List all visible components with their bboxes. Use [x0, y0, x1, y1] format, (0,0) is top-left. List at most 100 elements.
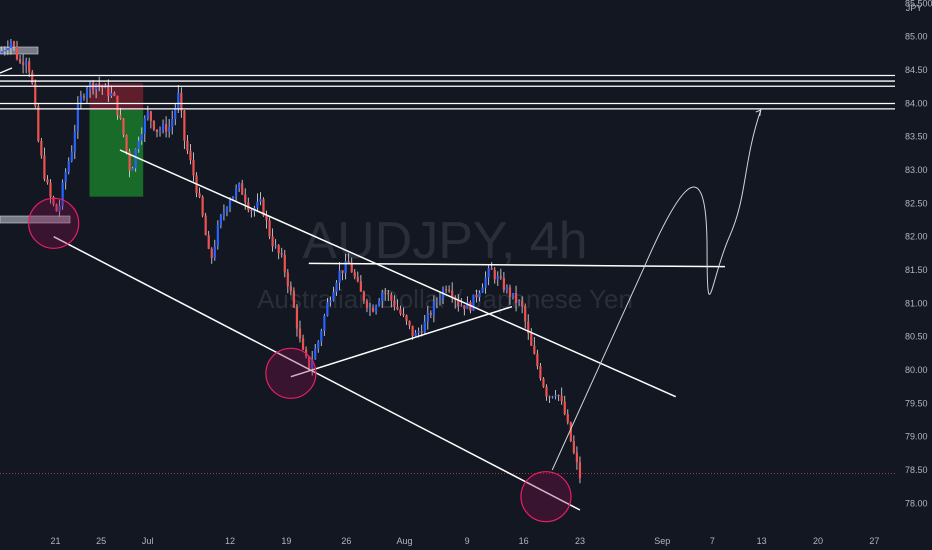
- time-tick-label: 16: [519, 536, 529, 546]
- highlight-circle[interactable]: [520, 471, 572, 523]
- candle-down: [457, 300, 460, 307]
- candle-down: [572, 441, 575, 453]
- candle-down: [347, 261, 350, 263]
- candle-down: [365, 301, 369, 308]
- price-tick-label: 85.500: [905, 0, 932, 8]
- range-label-box: [0, 46, 39, 55]
- candle-up: [67, 161, 70, 173]
- candle-down: [280, 253, 283, 255]
- candle-down: [493, 269, 496, 280]
- candle-down: [301, 338, 305, 350]
- candle-down: [46, 179, 49, 183]
- candle-up: [140, 133, 143, 141]
- highlight-circle[interactable]: [28, 197, 80, 249]
- projection-arrowhead: [755, 109, 762, 117]
- projection-path[interactable]: [551, 109, 762, 471]
- watermark-title: AUDJPY, 4h: [302, 212, 587, 270]
- price-tick-label: 80.00: [905, 365, 928, 375]
- candle-up: [256, 201, 259, 208]
- candle-up: [225, 207, 229, 213]
- candle-down: [295, 307, 299, 329]
- candle-up: [177, 92, 180, 109]
- triangle-top-line[interactable]: [308, 262, 725, 268]
- candle-down: [107, 85, 110, 96]
- channel-upper-line[interactable]: [119, 149, 677, 398]
- candle-down: [31, 72, 34, 84]
- candle-down: [241, 183, 244, 195]
- price-tick-label: 82.00: [905, 232, 928, 242]
- candle-down: [384, 292, 387, 294]
- candle-down: [198, 193, 201, 197]
- triangle-bottom-line[interactable]: [290, 305, 513, 378]
- range-label-box: [0, 215, 71, 224]
- time-tick-label: 21: [50, 536, 60, 546]
- candle-down: [165, 124, 168, 132]
- candle-down: [393, 300, 396, 307]
- candle-down: [545, 386, 548, 397]
- candle-up: [417, 331, 420, 333]
- candlestick-series: [0, 38, 582, 484]
- candle-up: [137, 140, 140, 150]
- long-position-tool[interactable]: [0, 46, 144, 224]
- candle-down: [40, 141, 43, 156]
- candle-up: [368, 307, 372, 309]
- candle-down: [52, 196, 55, 205]
- candle-down: [128, 151, 131, 171]
- candle-down: [399, 309, 402, 314]
- candle-down: [18, 59, 22, 63]
- price-tick-label: 85.00: [905, 32, 928, 42]
- candle-down: [21, 62, 25, 65]
- channel-lower-line[interactable]: [53, 236, 581, 511]
- candle-up: [423, 321, 426, 333]
- candle-down: [508, 287, 512, 297]
- trend-drawings[interactable]: [0, 67, 762, 523]
- candle-down: [210, 248, 213, 259]
- candle-up: [222, 212, 226, 216]
- candle-down: [499, 276, 502, 278]
- candle-down: [119, 115, 122, 119]
- candle-down: [420, 331, 423, 333]
- candle-up: [131, 168, 134, 171]
- time-tick-label: 26: [341, 536, 351, 546]
- candle-up: [228, 200, 232, 208]
- candle-down: [152, 120, 156, 130]
- candle-down: [201, 196, 204, 216]
- candle-up: [460, 305, 463, 307]
- candle-down: [207, 235, 210, 249]
- candle-down: [548, 396, 551, 398]
- candle-up: [231, 196, 235, 201]
- candle-down: [362, 291, 366, 302]
- candle-up: [320, 330, 323, 342]
- candle-up: [174, 108, 177, 120]
- candle-up: [323, 315, 326, 331]
- candle-up: [0, 51, 3, 54]
- candle-up: [314, 348, 317, 360]
- candle-down: [268, 220, 271, 237]
- candle-down: [289, 286, 292, 291]
- price-scale[interactable]: JPY 85.500 85.00 84.50 84.00 83.50 83.00 82.50…: [895, 0, 932, 550]
- candle-down: [533, 345, 536, 354]
- candle-up: [496, 276, 499, 280]
- time-scale[interactable]: 21 25 Jul 12 19 26 Aug 9 16 23 Sep 7 13 20 27: [0, 530, 932, 550]
- candle-up: [338, 270, 341, 283]
- candle-down: [34, 83, 37, 107]
- candle-down: [37, 106, 40, 142]
- candle-up: [3, 50, 6, 52]
- time-tick-label: 12: [225, 536, 235, 546]
- price-tick-label: 80.50: [905, 332, 928, 342]
- candle-down: [475, 294, 478, 298]
- candle-down: [250, 209, 253, 212]
- profit-zone[interactable]: [89, 110, 144, 197]
- time-tick-label: 27: [869, 536, 879, 546]
- candle-down: [122, 118, 125, 135]
- highlight-circle[interactable]: [265, 347, 317, 399]
- candle-up: [110, 93, 113, 96]
- candle-down: [542, 378, 545, 387]
- candle-down: [396, 306, 399, 310]
- candle-up: [344, 261, 347, 273]
- short-trend-line[interactable]: [0, 67, 13, 74]
- candle-down: [411, 325, 414, 336]
- candle-up: [85, 89, 89, 98]
